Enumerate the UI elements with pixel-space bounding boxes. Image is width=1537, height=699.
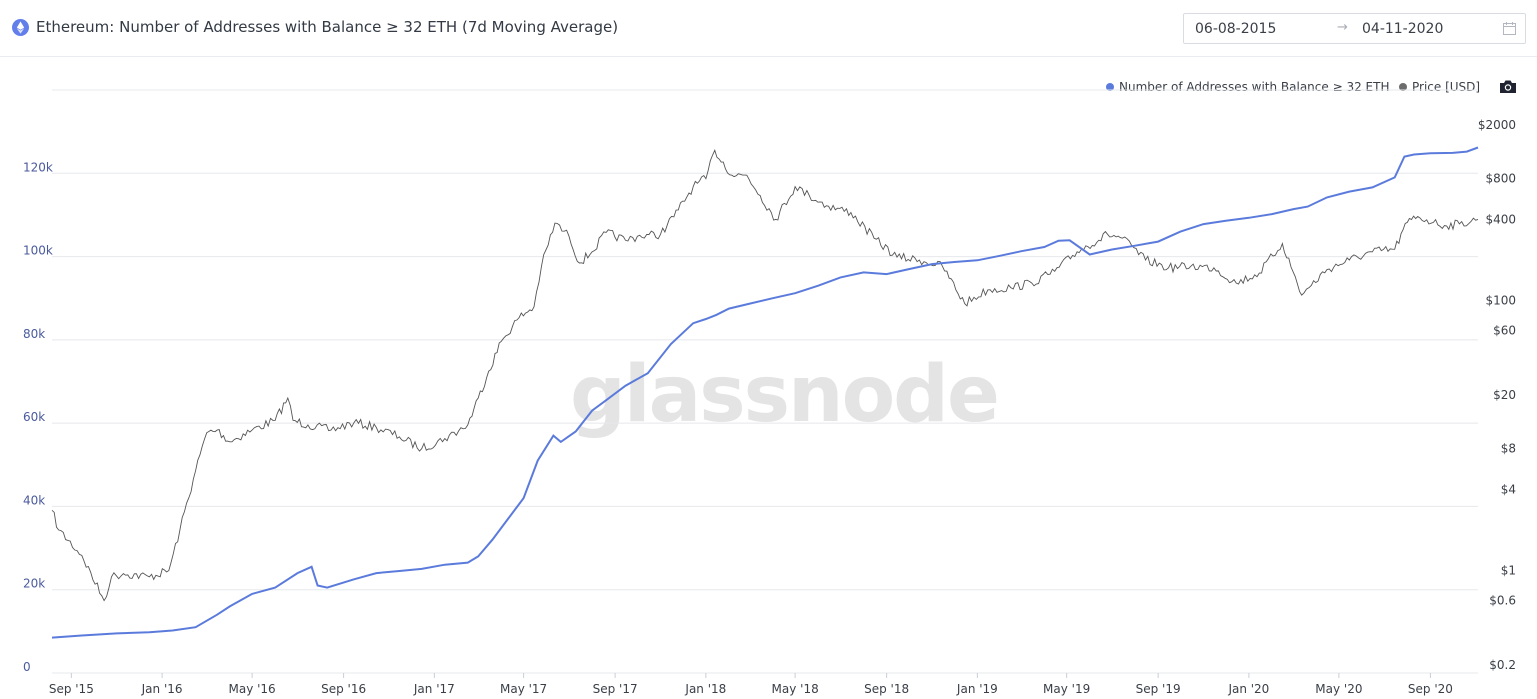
y-left-tick-label: 40k [23, 493, 45, 507]
x-tick-label: Sep '20 [1408, 682, 1453, 696]
chart-title: Ethereum: Number of Addresses with Balan… [36, 18, 619, 36]
ethereum-logo-icon [12, 19, 29, 36]
x-tick-label: Jan '18 [684, 682, 726, 696]
y-left-tick-label: 80k [23, 327, 45, 341]
y-left-tick-label: 60k [23, 410, 45, 424]
y-right-tick-label: $2000 [1478, 118, 1516, 132]
date-range-picker[interactable]: 06-08-2015 → 04-11-2020 [1183, 13, 1526, 44]
camera-icon[interactable] [1499, 79, 1517, 94]
x-tick-label: May '16 [228, 682, 275, 696]
x-tick-label: Jan '17 [413, 682, 455, 696]
x-tick-label: Jan '16 [141, 682, 183, 696]
chart-header: Ethereum: Number of Addresses with Balan… [0, 0, 1537, 57]
y-right-tick-label: $100 [1485, 294, 1516, 308]
y-right-tick-label: $800 [1485, 172, 1516, 186]
price-series-line [51, 149, 1479, 602]
legend-marker-price [1399, 83, 1407, 91]
watermark: glassnode [570, 350, 1000, 440]
y-right-tick-label: $20 [1493, 388, 1516, 402]
y-left-tick-label: 100k [23, 244, 53, 258]
y-right-tick-label: $1 [1501, 564, 1516, 578]
y-right-tick-label: $0.6 [1489, 594, 1516, 608]
addresses-series-line [51, 146, 1479, 639]
left-axis: 0 20k 40k 60k 80k 100k 120k [23, 160, 53, 674]
y-left-tick-label: 120k [23, 160, 53, 174]
x-tick-label: Sep '18 [864, 682, 909, 696]
x-tick-label: Sep '16 [321, 682, 366, 696]
x-tick-label: Sep '19 [1136, 682, 1181, 696]
x-tick-label: Jan '20 [1227, 682, 1269, 696]
date-start-input[interactable]: 06-08-2015 [1195, 21, 1277, 37]
x-tick-label: Sep '15 [49, 682, 94, 696]
y-right-tick-label: $0.2 [1489, 658, 1516, 672]
y-right-tick-label: $8 [1501, 442, 1516, 456]
x-tick-label: May '18 [772, 682, 819, 696]
y-right-tick-label: $400 [1485, 212, 1516, 226]
y-left-tick-label: 0 [23, 660, 31, 674]
calendar-icon[interactable] [1503, 22, 1516, 35]
date-end-input[interactable]: 04-11-2020 [1362, 21, 1444, 37]
right-axis: $0.2 $0.6 $1 $4 $8 $20 $60 $100 $400 $800 $2000 [1478, 118, 1516, 672]
date-range-arrow-icon: → [1337, 20, 1348, 35]
x-tick-label: May '19 [1043, 682, 1090, 696]
x-tick-label: May '20 [1315, 682, 1362, 696]
chart-grid [52, 89, 1478, 674]
x-tick-label: May '17 [500, 682, 547, 696]
y-right-tick-label: $60 [1493, 324, 1516, 338]
legend-marker-addresses [1106, 83, 1114, 91]
y-right-tick-label: $4 [1501, 482, 1516, 496]
x-tick-label: Jan '19 [956, 682, 998, 696]
x-axis: Sep '15 Jan '16 May '16 Sep '16 Jan '17 May '… [49, 673, 1453, 696]
y-left-tick-label: 20k [23, 577, 45, 591]
x-tick-label: Sep '17 [593, 682, 638, 696]
